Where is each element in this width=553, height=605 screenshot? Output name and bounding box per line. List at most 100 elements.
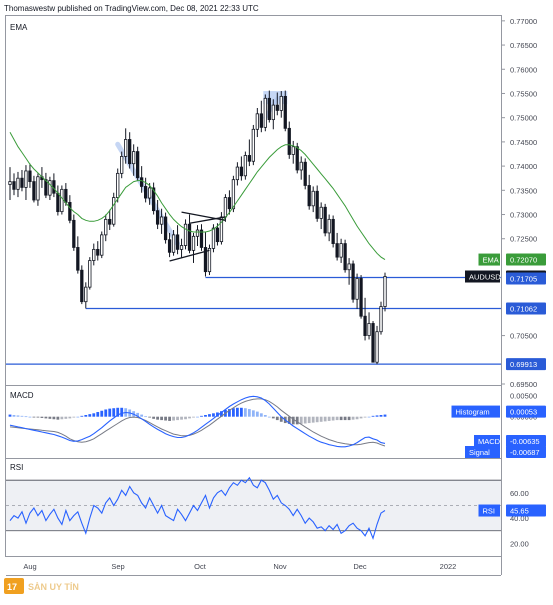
candle xyxy=(351,260,355,303)
candle-body-up xyxy=(279,95,283,111)
candle-body-up xyxy=(375,331,379,363)
logo-badge xyxy=(4,578,24,594)
candle-body-down xyxy=(363,315,367,336)
candle xyxy=(48,176,52,200)
candle xyxy=(112,192,116,227)
symbol-tag: AUDUSD xyxy=(465,270,501,283)
candle-body-down xyxy=(315,190,319,219)
candle xyxy=(80,265,84,305)
candle xyxy=(56,185,60,216)
macd-histogram-bar xyxy=(271,416,275,419)
publisher-caption: Thomaswestw published on TradingView.com… xyxy=(4,4,259,13)
candle-body-up xyxy=(112,197,116,225)
san-uy-tin-watermark-icon: SÀN UY TÍN xyxy=(28,582,79,592)
signal-value-badge-bg xyxy=(506,446,546,458)
candle-body-up xyxy=(231,179,236,210)
candle xyxy=(108,209,112,231)
candle-body-up xyxy=(355,278,359,300)
candle xyxy=(319,202,323,230)
candle xyxy=(171,230,176,256)
candle-body-down xyxy=(44,179,48,196)
macd-histogram-bar xyxy=(259,413,263,417)
candle-body-down xyxy=(64,188,68,203)
candle-body-up xyxy=(207,248,212,273)
symbol-tag-text: AUDUSD xyxy=(469,273,501,282)
level-badge-text: 0.71705 xyxy=(510,274,537,283)
macd-histogram-bar xyxy=(60,416,64,420)
candle xyxy=(100,231,104,259)
candle-body-down xyxy=(72,219,76,248)
macd-histogram-bar xyxy=(243,408,247,417)
candle xyxy=(195,225,200,246)
candle-body-down xyxy=(371,323,375,363)
rsi-value-badge: 45.65 xyxy=(506,504,546,517)
rsi-tick-label: 60.00 xyxy=(510,489,529,498)
candle-body-up xyxy=(36,176,40,201)
candle xyxy=(68,195,72,224)
candle-body-down xyxy=(76,247,80,271)
candle-body-down xyxy=(163,216,168,241)
macd-histogram-bar xyxy=(96,412,100,417)
histogram-value-badge: 0.00053 xyxy=(506,405,546,418)
candle-body-up xyxy=(88,260,92,288)
candle-body-down xyxy=(247,155,251,162)
signal-legend-tag: Signal xyxy=(465,446,500,458)
macd-histogram-bar xyxy=(152,416,156,419)
level-badge-text: 0.69913 xyxy=(510,360,537,369)
ema-legend-tag-text: EMA xyxy=(483,256,499,265)
candle-body-up xyxy=(223,197,228,218)
candle xyxy=(203,231,208,277)
candle xyxy=(243,151,248,180)
rsi-legend-tag-text: RSI xyxy=(483,507,496,516)
candle-body-up xyxy=(183,223,188,246)
macd-histogram-bar xyxy=(359,416,363,419)
macd-histogram-bar xyxy=(263,415,267,417)
level-badge-text: 0.71062 xyxy=(510,304,537,313)
candle-body-up xyxy=(100,234,104,256)
candle xyxy=(52,173,56,198)
candle-body-up xyxy=(243,155,248,177)
macd-histogram-bar xyxy=(220,411,223,417)
candle-body-down xyxy=(331,218,335,244)
rsi-value-badge-bg xyxy=(506,504,546,517)
macd-histogram-bar xyxy=(88,414,92,417)
macd-histogram-bar xyxy=(156,416,160,420)
candle-body-up xyxy=(104,218,108,236)
candle xyxy=(363,297,367,341)
macd-histogram-bar xyxy=(8,414,12,417)
macd-histogram-bar xyxy=(120,407,124,417)
candle-body-down xyxy=(227,197,232,210)
candle xyxy=(251,124,255,166)
time-tick-label: Oct xyxy=(194,562,207,571)
candle-body-down xyxy=(267,97,271,121)
time-tick-label: Dec xyxy=(353,562,367,571)
price-tick-label: 0.74000 xyxy=(510,162,537,171)
candle xyxy=(323,203,327,237)
candle xyxy=(163,212,168,244)
candle xyxy=(267,90,271,123)
ema-legend-tag-bg xyxy=(478,253,500,266)
candle-body-down xyxy=(128,139,132,165)
candle-body-up xyxy=(191,235,196,251)
candle-body-down xyxy=(96,248,100,256)
candle xyxy=(179,238,184,259)
candle xyxy=(88,257,92,290)
candle xyxy=(187,214,192,254)
time-tick-label: Nov xyxy=(273,562,287,571)
macd-legend-tag: MACD xyxy=(474,435,501,447)
candle-body-down xyxy=(20,177,24,188)
candle-body-up xyxy=(132,151,136,165)
candle-body-down xyxy=(32,181,36,201)
signal-value-badge-text: -0.00687 xyxy=(510,448,540,457)
macd-histogram-bar xyxy=(92,413,96,417)
macd-histogram-bar xyxy=(196,416,199,418)
histogram-value-badge-bg xyxy=(506,405,546,418)
candle xyxy=(92,243,96,266)
candle xyxy=(303,158,307,190)
macd-histogram-bar xyxy=(140,414,144,417)
candle-body-down xyxy=(151,187,156,212)
candle xyxy=(371,321,375,363)
candle xyxy=(327,214,331,242)
macd-histogram-bar xyxy=(80,415,84,417)
candle xyxy=(132,144,136,176)
